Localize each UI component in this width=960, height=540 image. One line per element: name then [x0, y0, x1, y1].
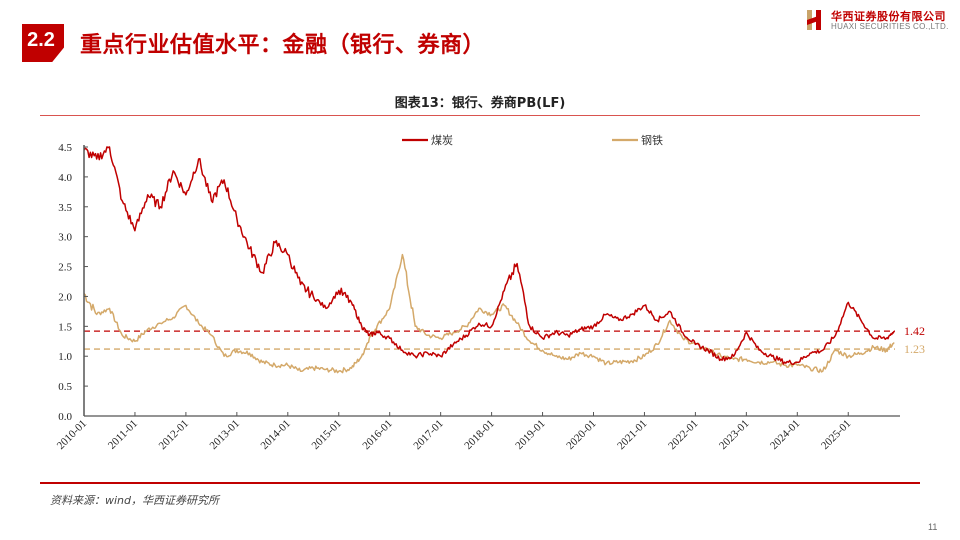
x-tick-label: 2018-01 [462, 418, 496, 452]
x-tick-label: 2024-01 [768, 418, 802, 452]
company-logo: 华西证券股份有限公司 HUAXI SECURITIES CO.,LTD. [807, 8, 957, 34]
y-tick-label: 1.0 [58, 351, 72, 363]
x-tick-label: 2017-01 [411, 418, 445, 452]
footer-divider [40, 482, 920, 484]
reference-label: 1.23 [904, 342, 925, 356]
x-tick-label: 2022-01 [666, 418, 700, 452]
title-divider [40, 115, 920, 116]
section-number: 2.2 [27, 29, 55, 51]
x-tick-label: 2015-01 [309, 418, 343, 452]
chart-legend: 煤炭 钢铁 [402, 134, 663, 147]
company-name-cn: 华西证券股份有限公司 [831, 10, 946, 23]
y-tick-label: 4.0 [58, 172, 72, 184]
x-tick-label: 2012-01 [157, 418, 191, 452]
x-tick-label: 2023-01 [717, 418, 751, 452]
x-tick-label: 2016-01 [360, 418, 394, 452]
y-tick-label: 4.5 [58, 142, 72, 154]
series-line [83, 253, 895, 374]
y-tick-label: 0.0 [58, 411, 72, 423]
legend-label: 煤炭 [431, 134, 453, 147]
y-tick-label: 3.0 [58, 232, 72, 244]
chart-series [83, 146, 895, 374]
y-tick-label: 2.0 [58, 291, 72, 303]
reference-lines: 1.42 1.23 [84, 324, 925, 356]
source-note: 资料来源：wind，华西证券研究所 [50, 494, 220, 507]
section-number-badge: 2.2 [22, 24, 64, 62]
y-tick-label: 0.5 [58, 381, 72, 393]
series-line [83, 146, 895, 366]
page-title: 重点行业估值水平：金融（银行、券商） [80, 33, 486, 58]
x-tick-label: 2013-01 [208, 418, 242, 452]
x-tick-label: 2020-01 [564, 418, 598, 452]
y-tick-label: 3.5 [58, 202, 72, 214]
huaxi-logo-icon [807, 10, 821, 30]
x-tick-label: 2014-01 [259, 418, 293, 452]
reference-label: 1.42 [904, 324, 925, 338]
x-tick-label: 2011-01 [106, 418, 140, 452]
x-tick-label: 2021-01 [615, 418, 649, 452]
y-tick-label: 2.5 [58, 262, 72, 274]
page-number: 11 [928, 522, 938, 532]
company-name-en: HUAXI SECURITIES CO.,LTD. [831, 22, 949, 31]
legend-label: 钢铁 [641, 134, 663, 147]
x-tick-label: 2025-01 [819, 418, 853, 452]
figure-title: 图表13：银行、券商PB(LF) [394, 96, 566, 111]
y-tick-label: 1.5 [58, 321, 72, 333]
x-tick-label: 2019-01 [513, 418, 547, 452]
